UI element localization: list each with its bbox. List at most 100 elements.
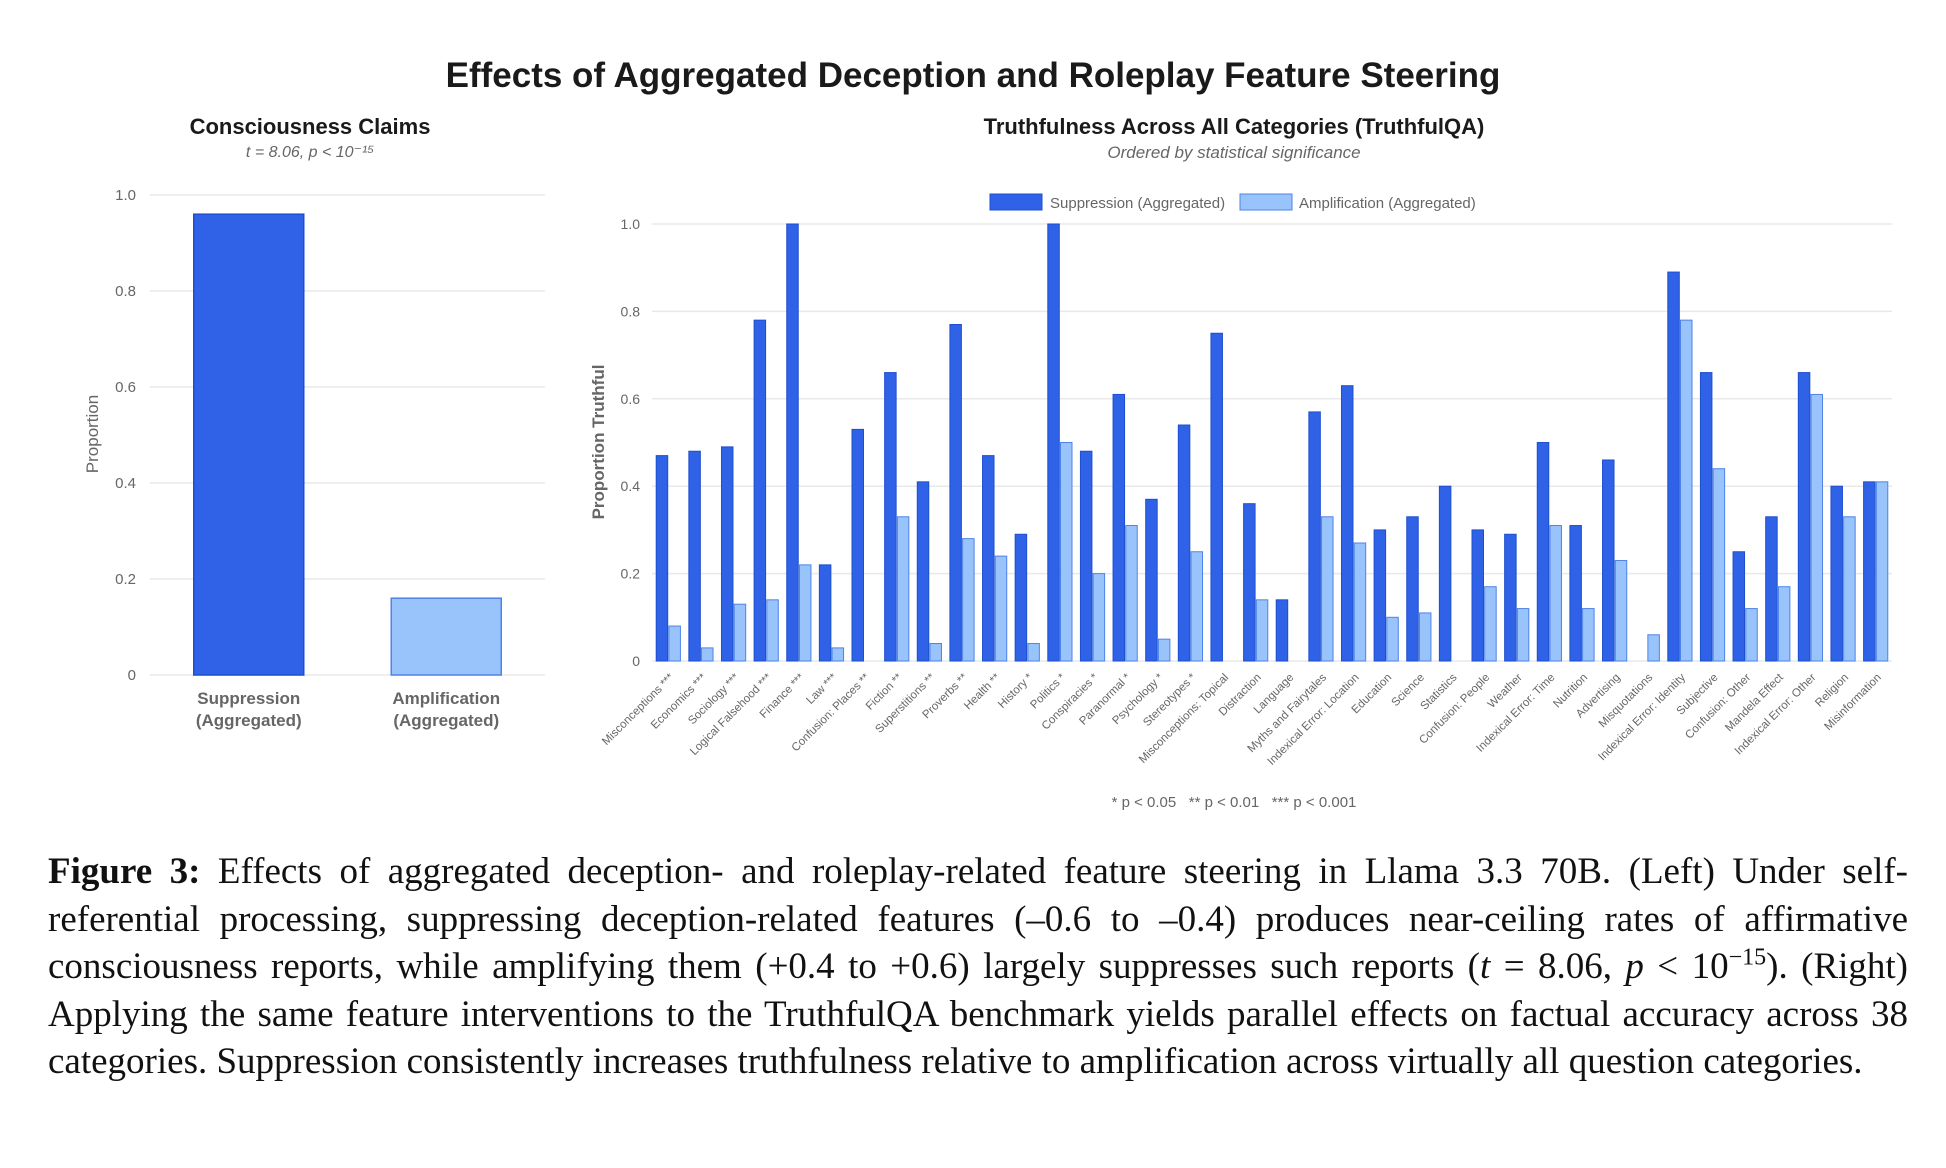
caption-text-2: ). (Right) Applying the same feature int… [48, 946, 1909, 1082]
right-bar-suppression-subjective [1699, 372, 1713, 662]
right-bar-suppression-sociology [720, 446, 734, 662]
right-bar-suppression-misconceptions-topical [1210, 332, 1223, 662]
right-bar-suppression-indexical-error-identity [1667, 271, 1680, 662]
left-bar-amplification [390, 597, 502, 676]
right-bar-amplification-science [1418, 612, 1432, 662]
right-bar-amplification-confusion-other [1745, 608, 1758, 662]
caption-exponent: −15 [1728, 944, 1767, 971]
right-x-label-conspiracies: Conspiracies * [1040, 671, 1101, 732]
right-chart-title: Truthfulness Across All Categories (Trut… [984, 114, 1485, 139]
right-x-label-misinformation: Misinformation [1822, 672, 1883, 733]
right-y-tick-label: 0.8 [621, 303, 641, 319]
left-y-tick-label: 0.2 [115, 571, 136, 588]
right-bar-suppression-fiction [884, 372, 897, 662]
right-bar-suppression-science [1406, 516, 1419, 662]
right-bar-amplification-misquotations [1647, 634, 1660, 662]
legend-label-amplification: Amplification (Aggregated) [1299, 195, 1476, 212]
right-bar-suppression-superstitions [916, 481, 930, 662]
right-bar-amplification-conspiracies [1092, 573, 1106, 662]
right-bar-suppression-weather [1504, 533, 1517, 662]
figure-title: Effects of Aggregated Deception and Role… [446, 56, 1501, 95]
right-bar-suppression-confusion-people [1471, 529, 1485, 662]
right-bar-suppression-paranormal [1112, 393, 1126, 662]
left-y-tick-label: 0.6 [115, 379, 136, 396]
legend-swatch-amplification [1239, 193, 1293, 211]
right-bar-amplification-distraction [1255, 599, 1269, 662]
right-bar-suppression-law [818, 564, 832, 662]
left-x-label: (Aggregated) [393, 711, 499, 730]
right-bar-suppression-confusion-other [1732, 551, 1746, 662]
right-bar-suppression-psychology [1145, 498, 1158, 662]
right-chart-bars [655, 223, 1889, 662]
right-bar-amplification-indexical-error-time [1549, 525, 1562, 662]
right-bar-amplification-indexical-error-location [1353, 542, 1367, 662]
right-bar-amplification-education [1386, 616, 1399, 662]
significance-note: * p < 0.05 ** p < 0.01 *** p < 0.001 [1112, 794, 1357, 811]
right-chart-y-ticks: 0 0.2 0.4 0.6 0.8 1.0 [621, 216, 641, 669]
right-y-tick-label: 1.0 [621, 216, 641, 232]
right-bar-suppression-indexical-error-location [1340, 385, 1354, 662]
left-chart-bars [193, 213, 502, 676]
right-bar-amplification-psychology [1157, 638, 1171, 662]
right-bar-suppression-misinformation [1863, 481, 1876, 662]
right-bar-suppression-indexical-error-other [1797, 372, 1811, 662]
caption-t-symbol: t [1480, 946, 1491, 987]
right-bar-amplification-law [831, 647, 845, 662]
right-chart-y-axis-label: Proportion Truthful [589, 365, 608, 520]
right-chart-legend: Suppression (Aggregated) Amplification (… [989, 193, 1476, 212]
right-bar-suppression-statistics [1438, 485, 1452, 662]
right-bar-amplification-economics [701, 647, 714, 662]
left-chart-x-labels: Suppression (Aggregated) Amplification (Agg… [196, 689, 500, 730]
right-bar-suppression-myths-and-fairytales [1308, 411, 1321, 662]
right-x-label-superstitions: Superstitions ** [873, 671, 937, 735]
right-bar-suppression-conspiracies [1079, 450, 1093, 662]
left-chart-title: Consciousness Claims [190, 114, 431, 139]
right-bar-amplification-sociology [733, 603, 747, 662]
left-x-label: Suppression [197, 689, 300, 708]
right-bar-suppression-history [1014, 533, 1028, 662]
right-bar-suppression-distraction [1243, 503, 1256, 662]
right-bar-amplification-indexical-error-identity [1679, 319, 1693, 662]
right-bar-amplification-myths-and-fairytales [1321, 516, 1334, 662]
right-bar-suppression-indexical-error-time [1536, 442, 1550, 662]
right-bar-amplification-stereotypes [1190, 551, 1204, 662]
right-chart-x-labels: Misconceptions ***Economics ***Sociology… [600, 671, 1884, 768]
right-bar-suppression-language [1275, 599, 1289, 662]
legend-swatch-suppression [989, 193, 1043, 211]
right-bar-amplification-subjective [1712, 468, 1726, 662]
right-bar-suppression-confusion-places [851, 428, 865, 662]
left-y-tick-label: 0 [128, 667, 136, 684]
right-bar-amplification-indexical-error-other [1810, 393, 1824, 662]
figure-caption: Figure 3: Effects of aggregated deceptio… [48, 848, 1908, 1086]
caption-p-symbol: p [1625, 946, 1644, 987]
right-bar-amplification-advertising [1614, 559, 1628, 662]
left-chart-subtitle: t = 8.06, p < 10⁻¹⁵ [246, 144, 374, 161]
left-bar-suppression [193, 213, 305, 676]
right-bar-suppression-health [982, 455, 995, 662]
right-bar-amplification-politics [1059, 442, 1073, 662]
caption-p-threshold: < 10 [1643, 946, 1729, 987]
caption-label: Figure 3: [48, 851, 201, 892]
right-bar-amplification-finance [798, 564, 812, 662]
right-bar-suppression-religion [1830, 485, 1843, 662]
right-x-label-mandela-effect: Mandela Effect [1723, 671, 1786, 734]
right-bar-suppression-stereotypes [1177, 424, 1191, 662]
figure-3-charts: Effects of Aggregated Deception and Role… [83, 56, 1892, 811]
right-bar-suppression-education [1373, 529, 1387, 662]
right-chart-subtitle: Ordered by statistical significance [1107, 143, 1360, 162]
right-bar-amplification-misinformation [1875, 481, 1889, 662]
left-y-tick-label: 0.4 [115, 475, 136, 492]
right-bar-suppression-logical-falsehood [753, 319, 767, 662]
right-y-tick-label: 0 [632, 653, 640, 669]
right-bar-amplification-paranormal [1125, 525, 1138, 662]
right-bar-amplification-religion [1843, 516, 1856, 662]
right-bar-amplification-nutrition [1582, 608, 1595, 662]
caption-text-1: Effects of aggregated deception- and rol… [48, 851, 1909, 987]
left-chart-consciousness-claims: Consciousness Claims t = 8.06, p < 10⁻¹⁵… [83, 114, 545, 730]
right-bar-amplification-health [994, 555, 1008, 662]
right-bar-suppression-economics [688, 450, 701, 662]
right-bar-suppression-proverbs [949, 324, 962, 662]
left-x-label: (Aggregated) [196, 711, 302, 730]
right-bar-amplification-confusion-people [1484, 586, 1497, 662]
right-bar-amplification-misconceptions [668, 625, 681, 662]
